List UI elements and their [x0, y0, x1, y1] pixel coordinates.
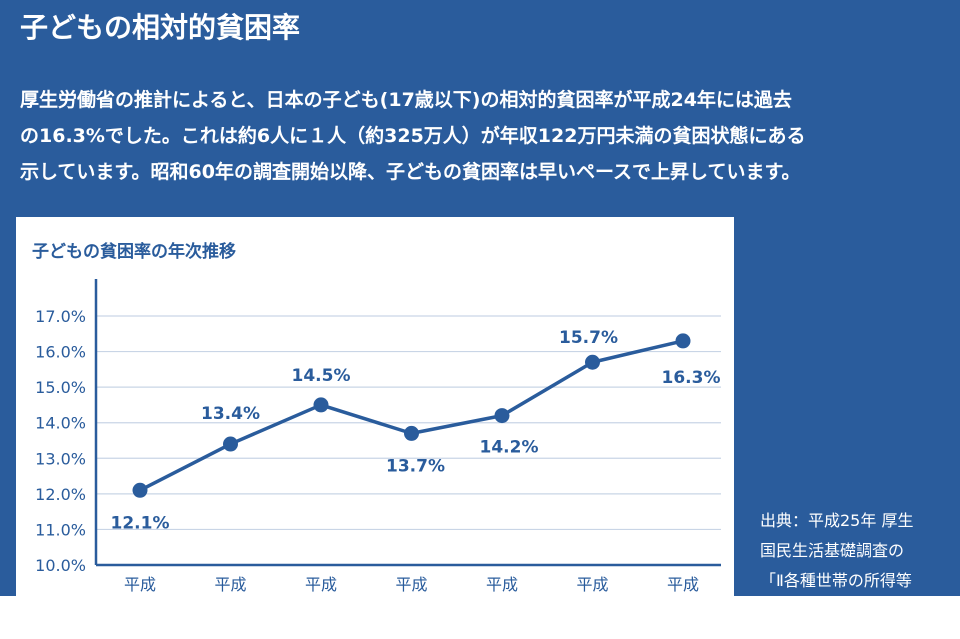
y-tick-label: 17.0%	[35, 307, 86, 326]
data-label: 12.1%	[111, 513, 170, 533]
y-tick-labels: 10.0% 11.0% 12.0% 13.0% 14.0% 15.0% 16.0% 17.0%	[35, 307, 86, 575]
chart-title: 子どもの貧困率の年次推移	[32, 242, 236, 262]
x-tick-label: 平成	[486, 575, 518, 594]
y-tick-label: 12.0%	[35, 485, 86, 504]
y-tick-label: 10.0%	[35, 556, 86, 575]
data-label: 14.2%	[480, 438, 539, 458]
series-layer	[132, 333, 691, 498]
description: 厚生労働省の推計によると、日本の子ども(17歳以下)の相対的貧困率が平成24年に…	[20, 82, 960, 190]
data-label: 14.5%	[292, 366, 351, 386]
description-line-3: 示しています。昭和60年の調査開始以降、子どもの貧困率は早いペースで上昇していま…	[20, 161, 801, 183]
y-tick-label: 16.0%	[35, 343, 86, 362]
data-point	[313, 397, 329, 413]
x-tick-labels: 平成 平成 平成 平成 平成 平成 平成	[124, 575, 699, 594]
y-tick-label: 14.0%	[35, 414, 86, 433]
data-label: 13.7%	[386, 456, 445, 476]
x-tick-label: 平成	[124, 575, 156, 594]
axis-layer	[94, 279, 721, 567]
y-tick-label: 13.0%	[35, 449, 86, 468]
description-line-2: の16.3%でした。これは約6人に１人（約325万人）が年収122万円未満の貧困…	[20, 125, 806, 147]
data-label: 16.3%	[662, 368, 721, 388]
y-tick-label: 15.0%	[35, 378, 86, 397]
data-point	[675, 333, 691, 349]
x-tick-label: 平成	[395, 575, 427, 594]
content-panel: 子どもの相対的貧困率 厚生労働省の推計によると、日本の子ども(17歳以下)の相対…	[0, 0, 960, 596]
data-point	[404, 425, 419, 441]
description-line-1: 厚生労働省の推計によると、日本の子ども(17歳以下)の相対的貧困率が平成24年に…	[20, 89, 792, 111]
y-tick-label: 11.0%	[35, 520, 86, 539]
data-point	[494, 408, 510, 424]
data-label: 13.4%	[201, 404, 260, 424]
source-line-3: 「Ⅱ各種世帯の所得等	[760, 571, 912, 590]
source-line-1: 出典：平成25年 厚生	[760, 511, 914, 530]
source-line-2: 国民生活基礎調査の	[760, 541, 905, 560]
data-point	[223, 436, 238, 452]
x-tick-label: 平成	[667, 575, 699, 594]
x-tick-label: 平成	[214, 575, 246, 594]
page-title: 子どもの相対的貧困率	[20, 11, 301, 44]
chart-card: 子どもの貧困率の年次推移 10.0% 11.0% 12.0% 13.0% 14.0% 15…	[16, 217, 734, 596]
data-label: 15.7%	[559, 328, 618, 348]
source-note: 出典：平成25年 厚生 国民生活基礎調査の 「Ⅱ各種世帯の所得等	[760, 506, 960, 596]
line-chart: 10.0% 11.0% 12.0% 13.0% 14.0% 15.0% 16.0% 17.0%…	[35, 279, 721, 594]
x-tick-label: 平成	[576, 575, 608, 594]
data-point	[132, 482, 148, 498]
data-point	[585, 354, 600, 370]
x-tick-label: 平成	[305, 575, 337, 594]
grid-layer	[96, 315, 721, 531]
data-labels: 12.1% 13.4% 14.5% 13.7% 14.2% 15.7% 16.3%	[111, 328, 721, 533]
